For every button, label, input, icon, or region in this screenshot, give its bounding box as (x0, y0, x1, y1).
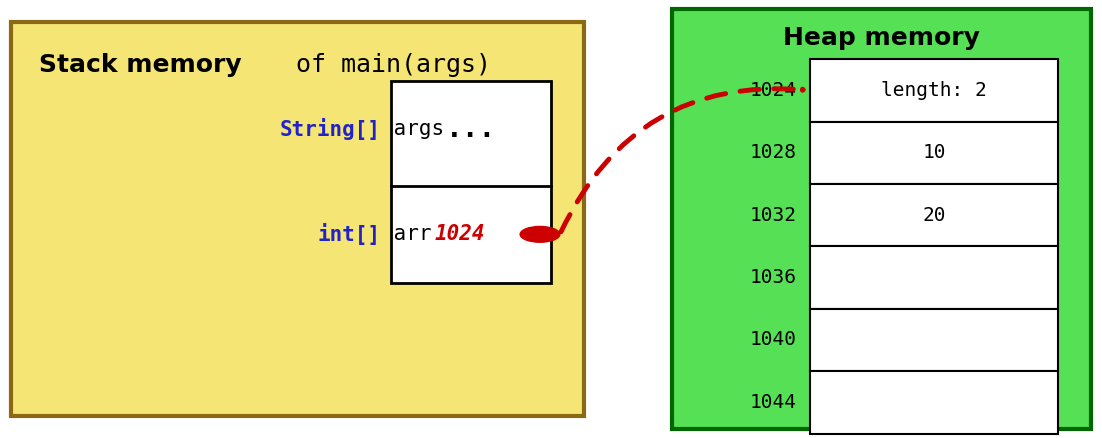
Text: 1024: 1024 (435, 224, 485, 244)
Text: 1044: 1044 (749, 393, 797, 412)
Text: 1036: 1036 (749, 268, 797, 287)
Bar (11, 22, 584, 416)
Text: arr: arr (381, 224, 432, 244)
Bar (810, 371, 1058, 434)
Text: ...: ... (446, 115, 496, 143)
Text: 20: 20 (922, 206, 946, 225)
Text: 10: 10 (922, 143, 946, 162)
Text: 1024: 1024 (749, 81, 797, 100)
Bar (672, 9, 1091, 429)
Text: of main(args): of main(args) (281, 53, 491, 77)
Text: Stack memory: Stack memory (39, 53, 241, 77)
Text: length: 2: length: 2 (882, 81, 986, 100)
Bar (391, 81, 551, 283)
Text: int[]: int[] (317, 223, 380, 245)
Text: 1040: 1040 (749, 331, 797, 350)
Text: args: args (381, 119, 444, 139)
FancyArrowPatch shape (561, 88, 803, 232)
Text: String[]: String[] (279, 118, 380, 140)
Bar (810, 309, 1058, 371)
Circle shape (520, 226, 560, 242)
Text: 1028: 1028 (749, 143, 797, 162)
Bar (810, 246, 1058, 309)
Bar (810, 122, 1058, 184)
Text: 1032: 1032 (749, 206, 797, 225)
Text: Heap memory: Heap memory (784, 26, 980, 50)
Bar (810, 59, 1058, 121)
Bar (810, 184, 1058, 246)
